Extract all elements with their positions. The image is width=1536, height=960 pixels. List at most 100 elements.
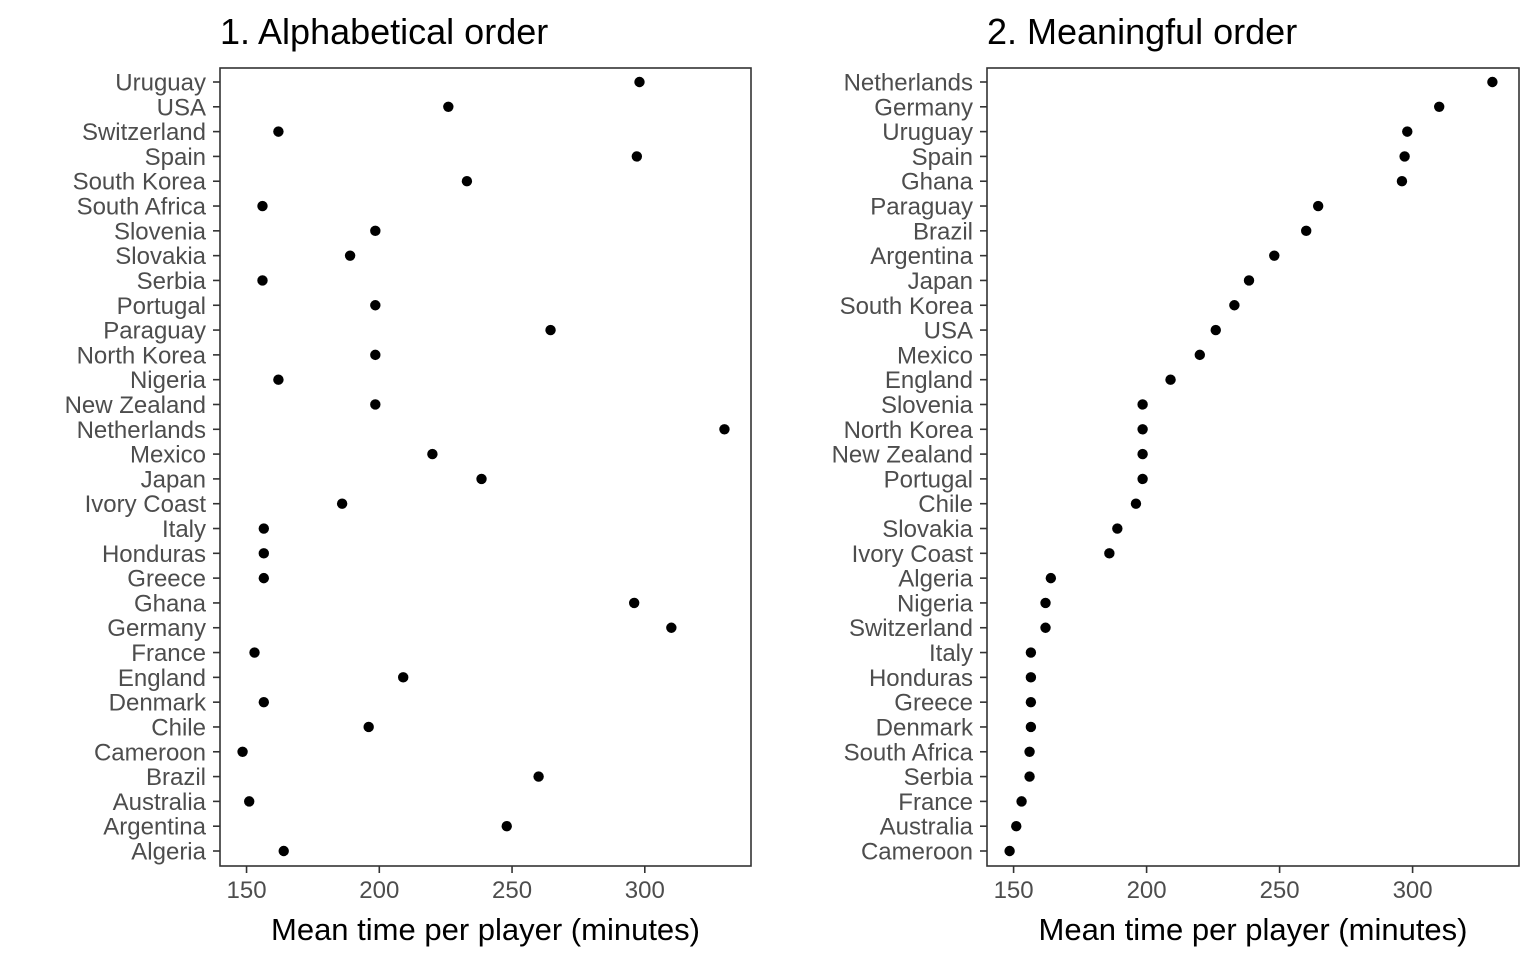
y-tick-label: Cameroon — [94, 739, 206, 766]
data-point — [1016, 796, 1027, 807]
y-tick-label: Mexico — [897, 342, 973, 369]
y-tick-label: Paraguay — [870, 194, 973, 221]
plot-frame — [219, 67, 752, 867]
y-tick-label: Greece — [127, 566, 206, 593]
data-point — [501, 820, 512, 832]
x-tick-label: 300 — [1393, 877, 1433, 904]
data-point — [1301, 225, 1312, 237]
y-tick-label: Honduras — [869, 665, 973, 692]
data-point — [628, 597, 640, 609]
x-tick-label: 250 — [1260, 877, 1300, 904]
y-tick-label: North Korea — [77, 342, 207, 369]
y-tick-label: Mexico — [130, 442, 206, 469]
y-tick-label: Switzerland — [82, 119, 206, 146]
y-tick-label: Italy — [929, 640, 973, 667]
data-point — [273, 126, 284, 137]
data-point — [258, 696, 270, 708]
data-point — [1112, 523, 1123, 534]
y-tick-label: Algeria — [131, 839, 206, 866]
y-tick-label: Brazil — [146, 764, 206, 791]
data-point — [1312, 200, 1324, 212]
data-point — [476, 473, 487, 485]
data-point — [1487, 76, 1498, 88]
data-point — [1025, 647, 1037, 658]
y-tick-label: Slovakia — [115, 243, 206, 270]
data-point — [344, 250, 356, 261]
data-point — [1194, 349, 1206, 361]
x-axis-title: Mean time per player (minutes) — [271, 912, 700, 947]
y-tick-label: Nigeria — [130, 367, 207, 394]
data-point — [631, 151, 643, 162]
chart-panel-1: 1. Alphabetical order AlgeriaArgentinaAus… — [65, 11, 752, 947]
y-tick-label: Netherlands — [844, 70, 973, 97]
data-point — [1011, 820, 1022, 832]
data-point — [278, 845, 289, 857]
data-point — [370, 225, 381, 237]
y-tick-label: USA — [924, 318, 973, 345]
y-tick-label: France — [898, 789, 973, 816]
y-tick-label: Portugal — [117, 293, 206, 320]
data-point — [1229, 300, 1240, 311]
y-tick-label: North Korea — [844, 417, 974, 444]
x-axis-title: Mean time per player (minutes) — [1039, 912, 1468, 947]
y-tick-label: Chile — [918, 491, 973, 518]
x-tick-label: 300 — [625, 877, 665, 904]
data-point — [1399, 151, 1410, 162]
x-tick-label: 200 — [1127, 877, 1167, 904]
data-point — [1210, 324, 1221, 336]
y-tick-label: Chile — [151, 714, 206, 741]
y-tick-label: New Zealand — [65, 392, 206, 419]
y-tick-label: Switzerland — [849, 615, 973, 642]
data-point — [258, 523, 270, 534]
x-tick-label: 250 — [492, 877, 532, 904]
data-point — [1137, 448, 1148, 460]
data-point — [1040, 597, 1051, 609]
data-point — [1025, 721, 1037, 733]
y-tick-label: England — [885, 367, 973, 394]
data-point — [1024, 771, 1035, 782]
y-tick-label: Algeria — [898, 566, 973, 593]
y-tick-label: New Zealand — [832, 442, 973, 469]
y-tick-label: Greece — [894, 690, 973, 717]
y-tick-label: South Africa — [844, 739, 974, 766]
y-tick-label: Italy — [162, 516, 206, 543]
data-point — [336, 498, 348, 509]
y-tick-label: Ghana — [134, 590, 207, 617]
data-point — [249, 647, 260, 658]
data-point — [273, 374, 284, 385]
y-tick-label: Portugal — [884, 466, 973, 493]
data-point — [1402, 126, 1413, 137]
y-tick-label: Slovenia — [114, 218, 207, 245]
y-tick-label: Serbia — [904, 764, 974, 791]
y-tick-label: Ghana — [901, 169, 974, 196]
y-tick-label: Spain — [912, 144, 973, 171]
chart-title: 2. Meaningful order — [987, 11, 1297, 52]
y-tick-label: Brazil — [913, 218, 973, 245]
data-point — [719, 424, 730, 435]
plot-frame — [986, 67, 1520, 867]
data-point — [427, 448, 438, 460]
data-point — [363, 721, 374, 733]
data-point — [237, 746, 248, 757]
y-tick-label: Netherlands — [77, 417, 206, 444]
y-tick-label: USA — [157, 94, 206, 121]
data-point — [666, 622, 677, 633]
y-tick-label: Ivory Coast — [852, 541, 974, 568]
data-point — [370, 349, 381, 361]
x-tick-label: 200 — [359, 877, 399, 904]
y-tick-label: South Africa — [77, 194, 207, 221]
y-tick-label: Paraguay — [103, 318, 206, 345]
data-point — [443, 101, 454, 113]
y-tick-label: Denmark — [876, 714, 974, 741]
data-point — [370, 399, 381, 410]
data-point — [258, 572, 270, 584]
y-tick-label: Japan — [141, 466, 206, 493]
data-point — [1434, 101, 1445, 113]
data-point — [461, 176, 473, 187]
data-point — [1004, 845, 1015, 857]
data-point — [257, 200, 268, 212]
data-point — [533, 771, 544, 782]
data-point — [244, 796, 255, 807]
y-tick-label: England — [118, 665, 206, 692]
data-point — [1045, 572, 1057, 584]
